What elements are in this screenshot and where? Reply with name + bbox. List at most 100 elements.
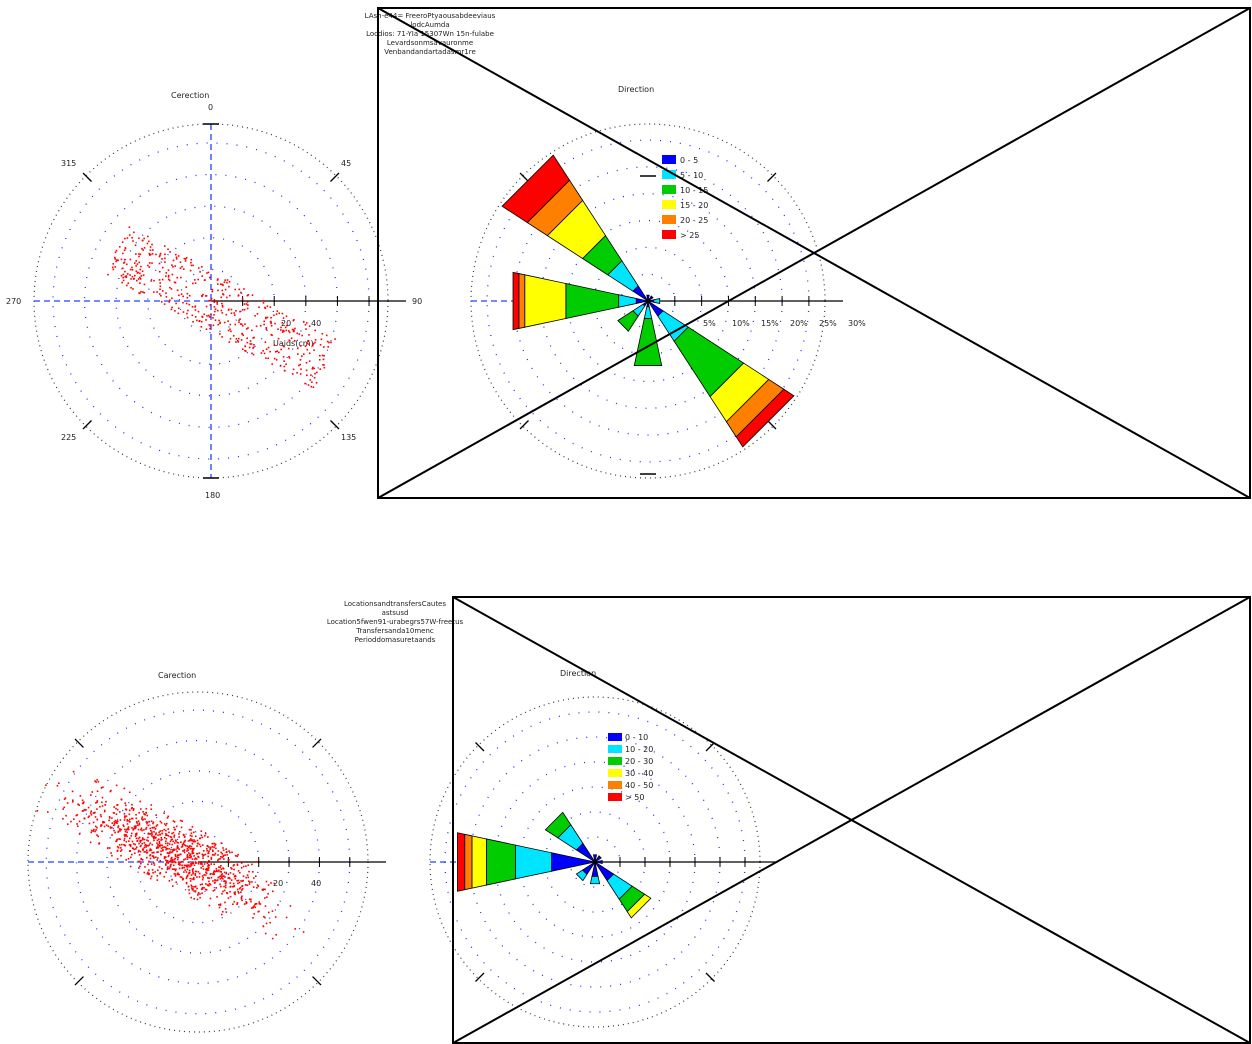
data-point <box>269 321 272 323</box>
data-point <box>101 796 104 799</box>
data-point <box>194 872 197 875</box>
data-point <box>165 832 167 835</box>
data-point <box>143 291 146 294</box>
data-point <box>162 849 164 851</box>
data-point <box>149 253 152 256</box>
data-point <box>189 854 192 857</box>
data-point <box>237 890 240 893</box>
data-point <box>234 891 236 893</box>
data-point <box>154 871 156 873</box>
data-point <box>234 874 236 877</box>
data-point <box>141 837 144 839</box>
data-point <box>208 276 211 279</box>
data-point <box>176 858 179 861</box>
data-point <box>210 858 213 860</box>
data-point <box>308 343 310 346</box>
data-point <box>135 265 137 267</box>
data-point <box>250 907 253 909</box>
data-point <box>284 326 287 329</box>
data-point <box>158 255 161 258</box>
rose-segment <box>471 835 487 889</box>
data-point <box>150 875 153 878</box>
data-point <box>185 882 188 885</box>
data-point <box>81 799 84 802</box>
data-point <box>239 871 241 874</box>
data-point <box>96 826 98 829</box>
data-point <box>236 902 239 904</box>
data-point <box>142 849 144 851</box>
data-point <box>229 877 231 880</box>
data-point <box>238 881 241 884</box>
data-point <box>258 902 261 905</box>
data-point <box>218 319 220 322</box>
data-point <box>291 328 294 331</box>
data-point <box>87 816 90 819</box>
data-point <box>270 322 272 325</box>
data-point <box>193 279 196 281</box>
header-line: Perioddomasuretaands <box>355 636 436 644</box>
data-point <box>221 302 223 305</box>
data-point <box>92 821 95 824</box>
data-point <box>191 850 194 853</box>
data-point <box>96 800 99 802</box>
data-point <box>209 883 212 886</box>
data-point <box>280 348 282 351</box>
data-point <box>236 879 238 882</box>
data-point <box>182 842 185 845</box>
data-point <box>187 874 189 877</box>
data-point <box>197 267 200 269</box>
data-point <box>84 809 86 811</box>
data-point <box>278 312 281 315</box>
data-point <box>75 814 78 817</box>
data-point <box>143 871 146 874</box>
data-point <box>241 888 244 890</box>
data-point <box>273 882 276 885</box>
data-point <box>138 237 140 240</box>
data-point <box>219 870 221 873</box>
data-point <box>271 363 273 365</box>
data-point <box>153 831 155 833</box>
data-point <box>173 281 176 284</box>
data-point <box>193 855 195 857</box>
data-point <box>153 856 155 859</box>
data-point <box>150 832 152 835</box>
data-point <box>193 898 196 900</box>
data-point <box>193 890 195 892</box>
data-point <box>176 850 178 853</box>
legend-label: 5 - 10 <box>680 171 703 180</box>
data-point <box>237 882 239 885</box>
data-point <box>117 830 120 833</box>
data-point <box>143 813 145 815</box>
data-point <box>176 289 179 291</box>
data-point <box>218 903 220 906</box>
data-point <box>126 831 128 833</box>
data-point <box>214 310 216 313</box>
data-point <box>222 854 225 857</box>
data-point <box>208 850 210 852</box>
data-point <box>123 249 126 252</box>
data-point <box>190 264 193 267</box>
data-point <box>111 822 114 824</box>
data-point <box>308 352 311 355</box>
data-point <box>123 812 126 815</box>
data-point <box>217 278 219 280</box>
data-point <box>170 859 172 862</box>
data-point <box>171 859 174 862</box>
data-point <box>117 825 120 827</box>
data-point <box>78 833 81 835</box>
data-point <box>147 840 149 842</box>
data-point <box>251 863 253 866</box>
data-point <box>201 315 203 318</box>
radial-tick: 40 <box>311 319 321 328</box>
data-point <box>245 865 247 867</box>
data-point <box>267 884 270 886</box>
data-point <box>253 905 255 907</box>
data-point <box>255 902 258 905</box>
data-point <box>146 873 149 875</box>
data-point <box>143 283 146 286</box>
data-point <box>327 345 329 348</box>
data-point <box>46 811 49 813</box>
data-point <box>183 849 185 852</box>
data-point <box>116 858 119 860</box>
data-point <box>252 906 254 909</box>
